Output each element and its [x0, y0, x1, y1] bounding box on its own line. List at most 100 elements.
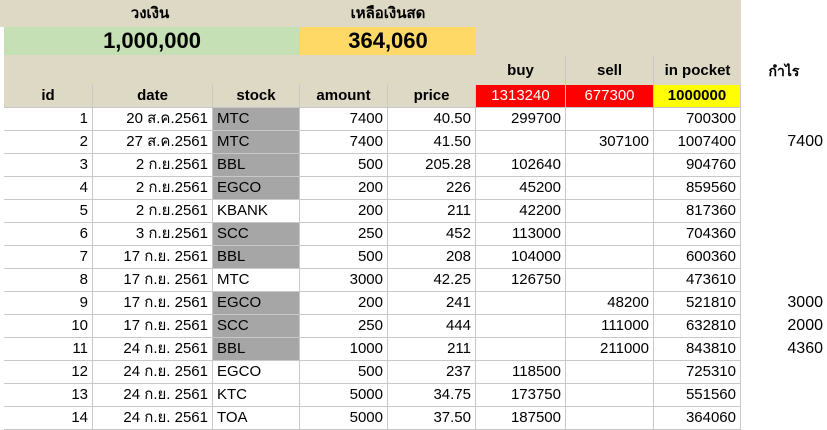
sell-cell[interactable] [566, 108, 654, 131]
date-cell[interactable]: 17 ก.ย. 2561 [93, 246, 213, 269]
sell-total[interactable]: 677300 [566, 85, 654, 108]
pocket-cell[interactable]: 704360 [654, 223, 741, 246]
buy-cell[interactable] [476, 292, 566, 315]
profit-cell[interactable] [741, 269, 827, 292]
col-header-id[interactable]: id [4, 85, 93, 108]
stock-cell[interactable]: SCC [213, 315, 300, 338]
sell-cell[interactable] [566, 361, 654, 384]
date-cell[interactable]: 20 ส.ค.2561 [93, 108, 213, 131]
id-cell[interactable]: 6 [4, 223, 93, 246]
stock-cell[interactable]: BBL [213, 154, 300, 177]
id-cell[interactable]: 13 [4, 384, 93, 407]
sell-cell[interactable] [566, 246, 654, 269]
id-cell[interactable]: 9 [4, 292, 93, 315]
amount-cell[interactable]: 5000 [300, 384, 388, 407]
pocket-cell[interactable]: 1007400 [654, 131, 741, 154]
price-cell[interactable]: 444 [388, 315, 476, 338]
date-cell[interactable]: 17 ก.ย. 2561 [93, 269, 213, 292]
col-header-amount[interactable]: amount [300, 85, 388, 108]
capital-value[interactable]: 1,000,000 [4, 27, 300, 55]
amount-cell[interactable]: 250 [300, 223, 388, 246]
pocket-cell[interactable]: 843810 [654, 338, 741, 361]
price-cell[interactable]: 40.50 [388, 108, 476, 131]
stock-cell[interactable]: TOA [213, 407, 300, 430]
amount-cell[interactable]: 200 [300, 177, 388, 200]
profit-cell[interactable]: 2000 [787, 317, 823, 334]
profit-cell[interactable]: 3000 [787, 294, 823, 311]
price-cell[interactable]: 237 [388, 361, 476, 384]
pocket-cell[interactable]: 521810 [654, 292, 741, 315]
profit-cell[interactable] [741, 384, 827, 407]
stock-cell[interactable]: KTC [213, 384, 300, 407]
date-cell[interactable]: 17 ก.ย. 2561 [93, 315, 213, 338]
pocket-cell[interactable]: 859560 [654, 177, 741, 200]
amount-cell[interactable]: 7400 [300, 131, 388, 154]
stock-cell[interactable]: BBL [213, 246, 300, 269]
date-cell[interactable]: 24 ก.ย. 2561 [93, 407, 213, 430]
stock-cell[interactable]: EGCO [213, 361, 300, 384]
sell-cell[interactable]: 307100 [566, 131, 654, 154]
date-cell[interactable]: 2 ก.ย.2561 [93, 154, 213, 177]
pocket-total[interactable]: 1000000 [654, 85, 741, 108]
id-cell[interactable]: 12 [4, 361, 93, 384]
price-cell[interactable]: 452 [388, 223, 476, 246]
sell-cell[interactable] [566, 269, 654, 292]
buy-cell[interactable]: 45200 [476, 177, 566, 200]
profit-cell[interactable] [741, 361, 827, 384]
date-cell[interactable]: 2 ก.ย.2561 [93, 200, 213, 223]
price-cell[interactable]: 205.28 [388, 154, 476, 177]
id-cell[interactable]: 14 [4, 407, 93, 430]
pocket-cell[interactable]: 904760 [654, 154, 741, 177]
pocket-cell[interactable]: 551560 [654, 384, 741, 407]
price-cell[interactable]: 211 [388, 338, 476, 361]
price-cell[interactable]: 241 [388, 292, 476, 315]
stock-cell[interactable]: MTC [213, 131, 300, 154]
pocket-cell[interactable]: 600360 [654, 246, 741, 269]
date-cell[interactable]: 27 ส.ค.2561 [93, 131, 213, 154]
stock-cell[interactable]: SCC [213, 223, 300, 246]
id-cell[interactable]: 10 [4, 315, 93, 338]
id-cell[interactable]: 3 [4, 154, 93, 177]
price-cell[interactable]: 41.50 [388, 131, 476, 154]
price-cell[interactable]: 34.75 [388, 384, 476, 407]
buy-total[interactable]: 1313240 [476, 85, 566, 108]
profit-cell[interactable] [741, 407, 827, 430]
id-cell[interactable]: 2 [4, 131, 93, 154]
sell-cell[interactable] [566, 223, 654, 246]
profit-cell[interactable] [741, 177, 827, 200]
profit-cell[interactable]: 7400 [787, 133, 823, 150]
date-cell[interactable]: 17 ก.ย. 2561 [93, 292, 213, 315]
sell-cell[interactable]: 211000 [566, 338, 654, 361]
buy-cell[interactable]: 173750 [476, 384, 566, 407]
amount-cell[interactable]: 250 [300, 315, 388, 338]
sell-cell[interactable] [566, 407, 654, 430]
id-cell[interactable]: 4 [4, 177, 93, 200]
price-cell[interactable]: 42.25 [388, 269, 476, 292]
id-cell[interactable]: 7 [4, 246, 93, 269]
pocket-cell[interactable]: 632810 [654, 315, 741, 338]
stock-cell[interactable]: EGCO [213, 292, 300, 315]
date-cell[interactable]: 24 ก.ย. 2561 [93, 384, 213, 407]
amount-cell[interactable]: 3000 [300, 269, 388, 292]
amount-cell[interactable]: 7400 [300, 108, 388, 131]
amount-cell[interactable]: 200 [300, 200, 388, 223]
amount-cell[interactable]: 5000 [300, 407, 388, 430]
stock-cell[interactable]: MTC [213, 108, 300, 131]
profit-cell[interactable] [741, 200, 827, 223]
buy-cell[interactable]: 113000 [476, 223, 566, 246]
sell-cell[interactable]: 111000 [566, 315, 654, 338]
pocket-cell[interactable]: 700300 [654, 108, 741, 131]
col-header-price[interactable]: price [388, 85, 476, 108]
buy-cell[interactable]: 299700 [476, 108, 566, 131]
id-cell[interactable]: 11 [4, 338, 93, 361]
price-cell[interactable]: 208 [388, 246, 476, 269]
profit-cell[interactable]: 4360 [787, 340, 823, 357]
date-cell[interactable]: 2 ก.ย.2561 [93, 177, 213, 200]
amount-cell[interactable]: 1000 [300, 338, 388, 361]
sell-cell[interactable] [566, 177, 654, 200]
stock-cell[interactable]: MTC [213, 269, 300, 292]
id-cell[interactable]: 8 [4, 269, 93, 292]
buy-cell[interactable]: 118500 [476, 361, 566, 384]
profit-cell[interactable] [741, 223, 827, 246]
id-cell[interactable]: 1 [4, 108, 93, 131]
